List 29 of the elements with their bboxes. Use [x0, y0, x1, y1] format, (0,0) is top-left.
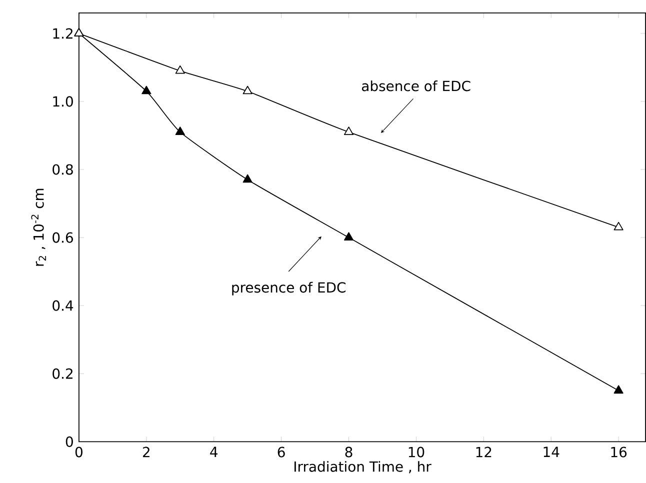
x-tick-label: 4	[210, 446, 218, 458]
x-tick-label: 14	[544, 446, 560, 458]
point	[614, 385, 624, 394]
point	[344, 232, 354, 241]
point	[142, 86, 152, 94]
annotation: presence of EDC	[232, 282, 346, 296]
point	[175, 66, 185, 74]
x-tick-label: 6	[278, 446, 285, 458]
y-tick-label: 0	[66, 436, 73, 448]
x-tick-label: 0	[75, 446, 82, 458]
y-tick-label: 1.2	[53, 28, 72, 39]
y-tick-label: 0.6	[52, 232, 73, 243]
x-tick-label: 12	[476, 446, 492, 458]
x-tick-label: 8	[345, 446, 352, 458]
point	[344, 126, 354, 136]
y-tick-label: 0.4	[52, 300, 74, 312]
y-tick-label: 1.0	[53, 96, 73, 107]
y-tick-label: 0.8	[52, 164, 73, 175]
x-tick-label: 10	[408, 446, 424, 458]
point	[175, 126, 185, 136]
y-tick-label: 0.2	[52, 368, 72, 380]
x-axis-title: Irradiation Time , hr	[294, 461, 432, 474]
annotation: absence of EDC	[362, 80, 470, 92]
point	[242, 174, 252, 183]
y-axis-title: r$_{2}$ , 10$^{-2}$ cm	[31, 189, 46, 266]
point	[614, 222, 624, 230]
point	[242, 86, 252, 94]
x-tick-label: 2	[142, 446, 150, 458]
x-tick-label: 16	[611, 446, 627, 458]
